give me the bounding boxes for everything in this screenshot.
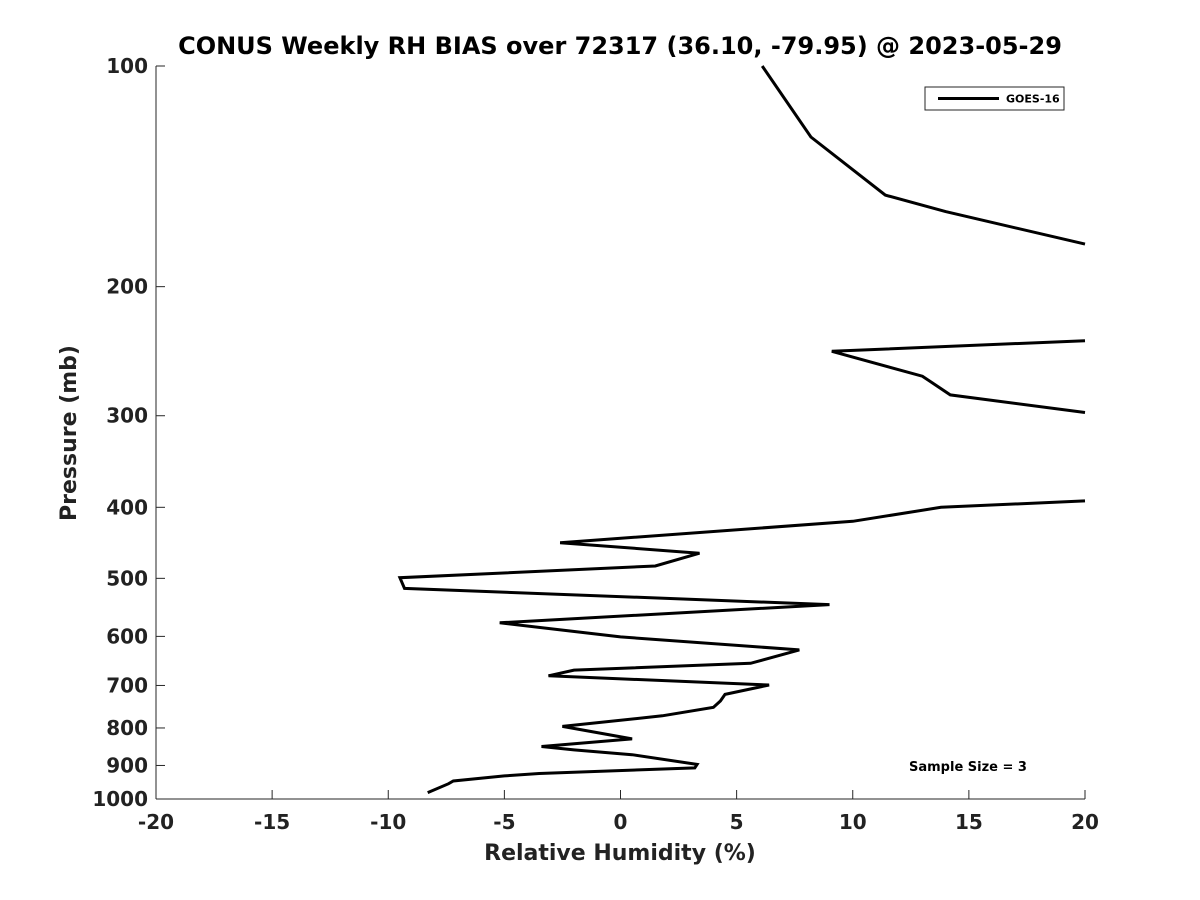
x-tick-label: 20	[1071, 810, 1099, 834]
legend: GOES-16	[924, 86, 1065, 111]
plot-frame	[156, 66, 1085, 799]
x-tick-label: 15	[955, 810, 983, 834]
series-layer	[397, 65, 1086, 794]
y-tick-label: 800	[106, 716, 148, 740]
y-tick-label: 500	[106, 566, 148, 590]
x-tick-label: -15	[254, 810, 290, 834]
x-tick-label: -10	[370, 810, 406, 834]
series-line-goes-16-segment-2	[831, 339, 1086, 414]
y-tick-label: 600	[106, 624, 148, 648]
series-line-goes-16-segment-3	[397, 499, 1086, 794]
sample-size-annotation: Sample Size = 3	[909, 760, 1027, 775]
plot-area	[155, 65, 1086, 800]
series-line-goes-16-segment-1	[760, 65, 1086, 246]
y-ticks: 100 200 300 400 500 600 700 800 900 1000	[92, 54, 165, 811]
y-tick-label: 300	[106, 404, 148, 428]
x-tick-label: -5	[493, 810, 515, 834]
y-tick-label: 700	[106, 673, 148, 697]
x-tick-label: 0	[614, 810, 628, 834]
y-tick-label: 900	[106, 753, 148, 777]
y-axis-label: Pressure (mb)	[57, 345, 82, 521]
x-axis-label: Relative Humidity (%)	[484, 841, 756, 866]
x-ticks: -20 -15 -10 -5 0 5 10 15 20	[138, 790, 1099, 834]
y-tick-label: 400	[106, 495, 148, 519]
chart-title: CONUS Weekly RH BIAS over 72317 (36.10, …	[178, 32, 1062, 60]
x-tick-label: 5	[730, 810, 744, 834]
x-tick-label: 10	[839, 810, 867, 834]
y-tick-label: 1000	[92, 787, 148, 811]
legend-label-goes-16: GOES-16	[1006, 93, 1060, 106]
x-tick-label: -20	[138, 810, 174, 834]
y-tick-label: 100	[106, 54, 148, 78]
y-tick-label: 200	[106, 275, 148, 299]
